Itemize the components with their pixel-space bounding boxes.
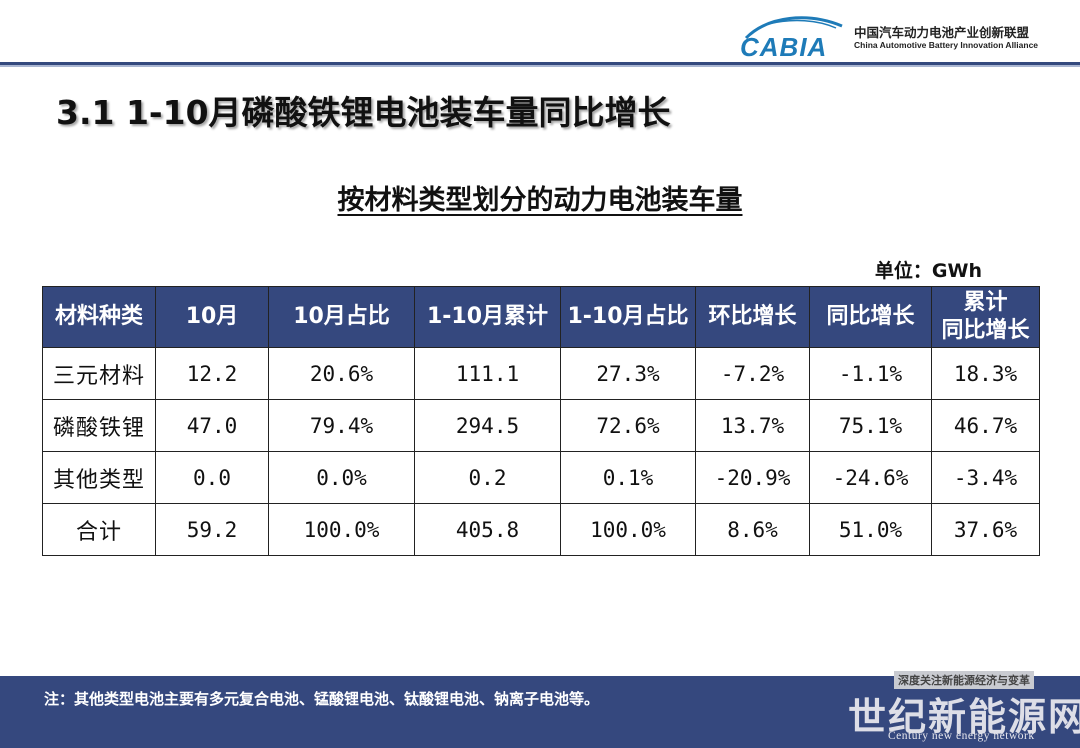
slide-title: 3.1 1-10月磷酸铁锂电池装车量同比增长: [56, 93, 671, 132]
table-cell: 72.6%: [560, 399, 696, 452]
header-cumulative-line2: 同比增长: [941, 318, 1030, 343]
header-cumulative-yoy: 累计 同比增长: [931, 286, 1040, 348]
header-ytd-total: 1-10月累计: [414, 286, 561, 348]
table-cell: 100.0%: [560, 503, 696, 556]
watermark-tag: 深度关注新能源经济与变革: [894, 671, 1034, 689]
table-cell: 46.7%: [931, 399, 1040, 452]
logo-text: CABIA: [740, 32, 828, 62]
table-cell: 0.1%: [560, 451, 696, 504]
table-cell: 79.4%: [268, 399, 415, 452]
table-title: 按材料类型划分的动力电池装车量: [0, 178, 1080, 217]
table-cell: 100.0%: [268, 503, 415, 556]
table-cell: -20.9%: [695, 451, 810, 504]
table-cell: 59.2: [155, 503, 269, 556]
row-label: 合计: [42, 503, 156, 556]
cabia-logo: CABIA 中国汽车动力电池产业创新联盟 China Automotive Ba…: [738, 12, 1068, 62]
table-cell: -3.4%: [931, 451, 1040, 504]
table-cell: -1.1%: [809, 347, 932, 400]
table-cell: 0.0%: [268, 451, 415, 504]
row-label: 三元材料: [42, 347, 156, 400]
table-row-total: 合计 59.2 100.0% 405.8 100.0% 8.6% 51.0% 3…: [42, 503, 1040, 556]
car-arc-icon: [744, 16, 843, 40]
footer-note: 注：其他类型电池主要有多元复合电池、锰酸锂电池、钛酸锂电池、钠离子电池等。: [44, 690, 600, 708]
table-cell: 111.1: [414, 347, 561, 400]
watermark-main: 世纪新能源网: [848, 694, 1080, 739]
table-cell: 12.2: [155, 347, 269, 400]
header-cumulative-line1: 累计: [963, 290, 1008, 315]
unit-label: 单位：GWh: [874, 260, 982, 282]
org-name-cn: 中国汽车动力电池产业创新联盟: [854, 25, 1030, 40]
header-yoy-growth: 同比增长: [809, 286, 932, 348]
table-cell: -24.6%: [809, 451, 932, 504]
battery-data-table: 材料种类 10月 10月占比 1-10月累计 1-10月占比 环比增长 同比增长…: [42, 286, 1040, 556]
row-label: 磷酸铁锂: [42, 399, 156, 452]
table-cell: 51.0%: [809, 503, 932, 556]
table-header-row: 材料种类 10月 10月占比 1-10月累计 1-10月占比 环比增长 同比增长…: [42, 286, 1040, 348]
table-cell: 47.0: [155, 399, 269, 452]
table-cell: 0.0: [155, 451, 269, 504]
header-october-share: 10月占比: [268, 286, 415, 348]
watermark-sub: Century new energy network: [888, 730, 1035, 742]
header-divider-light: [0, 65, 1080, 67]
header-mom-growth: 环比增长: [695, 286, 810, 348]
table-cell: 8.6%: [695, 503, 810, 556]
table-row: 三元材料 12.2 20.6% 111.1 27.3% -7.2% -1.1% …: [42, 347, 1040, 400]
table-cell: 37.6%: [931, 503, 1040, 556]
table-cell: 75.1%: [809, 399, 932, 452]
table-cell: 20.6%: [268, 347, 415, 400]
table-cell: 294.5: [414, 399, 561, 452]
table-row: 磷酸铁锂 47.0 79.4% 294.5 72.6% 13.7% 75.1% …: [42, 399, 1040, 452]
table-cell: -7.2%: [695, 347, 810, 400]
org-name-en: China Automotive Battery Innovation Alli…: [854, 40, 1039, 50]
table-cell: 18.3%: [931, 347, 1040, 400]
table-cell: 27.3%: [560, 347, 696, 400]
table-cell: 405.8: [414, 503, 561, 556]
header-divider: [0, 62, 1080, 65]
header-ytd-share: 1-10月占比: [560, 286, 696, 348]
table-title-text: 按材料类型划分的动力电池装车量: [337, 185, 743, 216]
header-october: 10月: [155, 286, 269, 348]
table-cell: 0.2: [414, 451, 561, 504]
header-material-type: 材料种类: [42, 286, 156, 348]
row-label: 其他类型: [42, 451, 156, 504]
table-cell: 13.7%: [695, 399, 810, 452]
slide-header: CABIA 中国汽车动力电池产业创新联盟 China Automotive Ba…: [0, 0, 1080, 67]
table-row: 其他类型 0.0 0.0% 0.2 0.1% -20.9% -24.6% -3.…: [42, 451, 1040, 504]
